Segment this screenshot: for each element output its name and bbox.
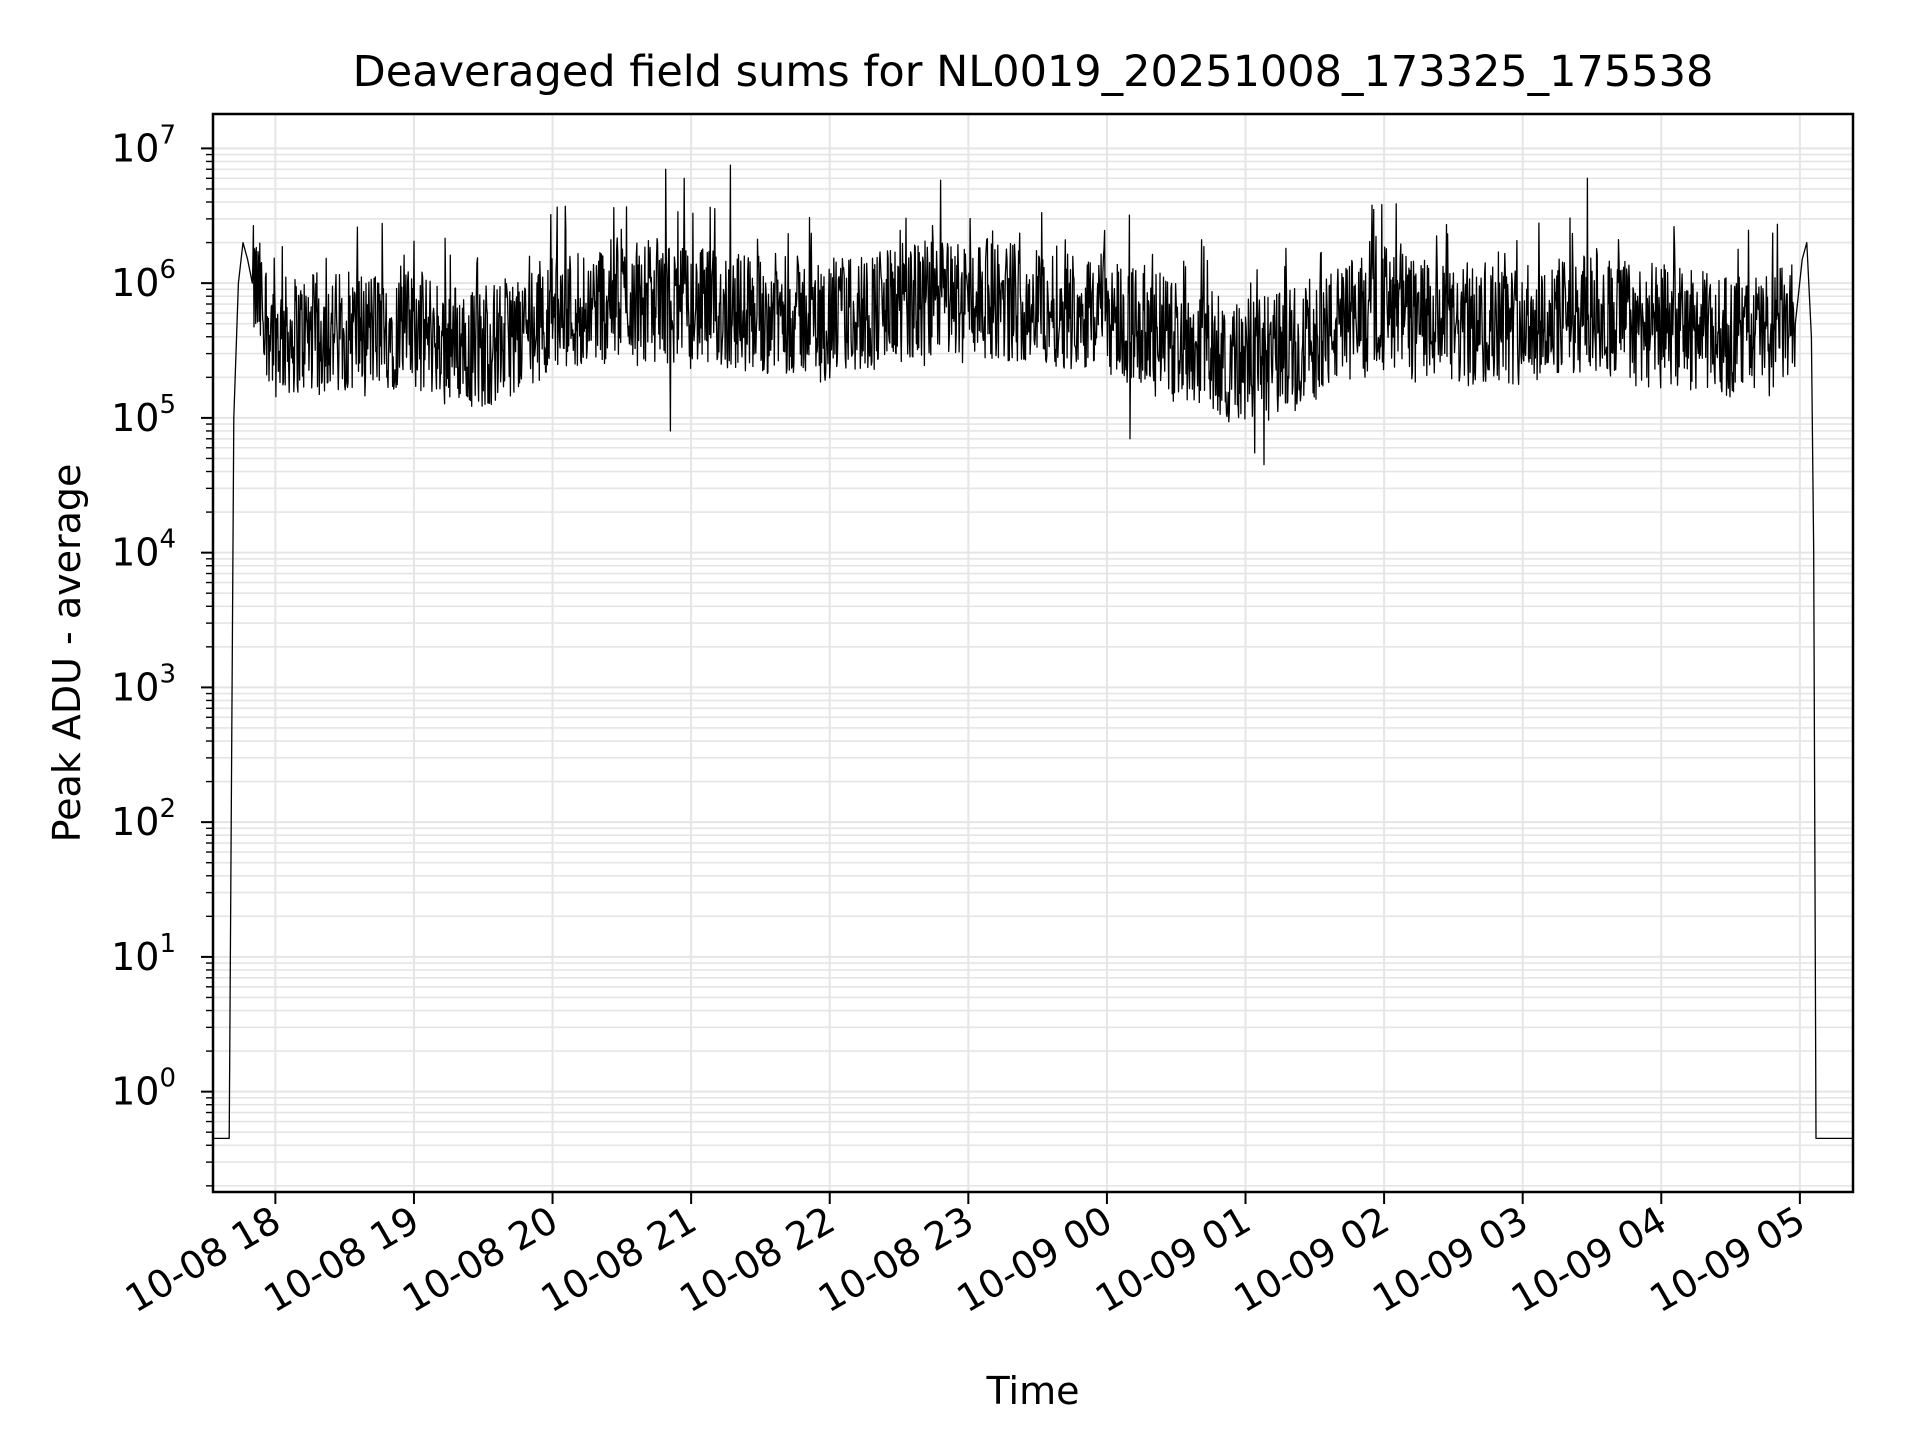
y-tick-base: 10	[111, 1070, 159, 1114]
y-tick-base: 10	[111, 126, 159, 170]
y-tick-label: 100	[111, 1064, 176, 1114]
series-line	[213, 164, 1853, 1140]
y-tick-exponent: 4	[159, 525, 176, 555]
y-tick-exponent: 7	[159, 120, 176, 150]
y-tick-label: 103	[111, 659, 176, 709]
y-tick-label: 106	[111, 255, 176, 305]
y-tick-label: 104	[111, 525, 176, 575]
y-tick-base: 10	[111, 665, 159, 709]
y-tick-exponent: 5	[159, 390, 176, 420]
grid	[213, 114, 1853, 1192]
y-tick-exponent: 2	[159, 794, 176, 824]
y-tick-exponent: 0	[159, 1064, 176, 1094]
y-tick-label: 102	[111, 794, 176, 844]
y-tick-base: 10	[111, 531, 159, 575]
plot-frame	[211, 112, 1855, 1194]
chart-title: Deaveraged field sums for NL0019_2025100…	[353, 47, 1714, 97]
y-tick-exponent: 3	[159, 659, 176, 689]
y-tick-label: 107	[111, 120, 176, 170]
y-axis-label: Peak ADU - average	[45, 464, 89, 843]
y-tick-base: 10	[111, 935, 159, 979]
y-tick-base: 10	[111, 396, 159, 440]
y-tick-base: 10	[111, 800, 159, 844]
y-tick-label: 105	[111, 390, 176, 440]
y-tick-exponent: 6	[159, 255, 176, 285]
y-tick-label: 101	[111, 929, 176, 979]
y-tick-base: 10	[111, 261, 159, 305]
x-axis-label: Time	[986, 1369, 1080, 1413]
y-tick-exponent: 1	[159, 929, 176, 959]
series-layer	[213, 164, 1853, 1140]
